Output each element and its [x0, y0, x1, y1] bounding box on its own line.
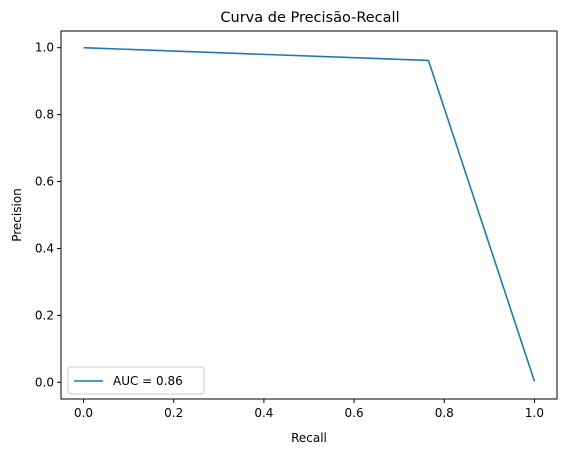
y-tick-label: 1.0 [35, 41, 54, 55]
x-tick-label: 1.0 [525, 406, 544, 420]
y-tick-label: 0.8 [35, 108, 54, 122]
y-tick-label: 0.0 [35, 375, 54, 389]
chart-title: Curva de Precisão-Recall [220, 10, 399, 26]
legend-box [67, 366, 205, 395]
x-tick-label: 0.6 [345, 406, 364, 420]
x-axis-ticks: 0.0 0.2 0.4 0.6 0.8 1.0 [74, 399, 544, 420]
x-tick-label: 0.2 [164, 406, 183, 420]
x-axis-title: Recall [291, 431, 327, 445]
series-lines [83, 46, 536, 382]
x-tick-label: 0.0 [74, 406, 93, 420]
x-tick-label: 0.4 [254, 406, 273, 420]
plot-area [60, 30, 558, 400]
y-axis-title: Precision [10, 188, 24, 242]
legend-label: AUC = 0.86 [113, 374, 183, 388]
y-tick-label: 0.6 [35, 175, 54, 189]
y-tick-label: 0.2 [35, 308, 54, 322]
legend: AUC = 0.86 [67, 366, 205, 395]
y-tick-label: 0.4 [35, 241, 54, 255]
x-tick-label: 0.8 [435, 406, 454, 420]
series-line [83, 46, 536, 382]
y-axis-ticks: 0.0 0.2 0.4 0.6 0.8 1.0 [35, 41, 61, 389]
